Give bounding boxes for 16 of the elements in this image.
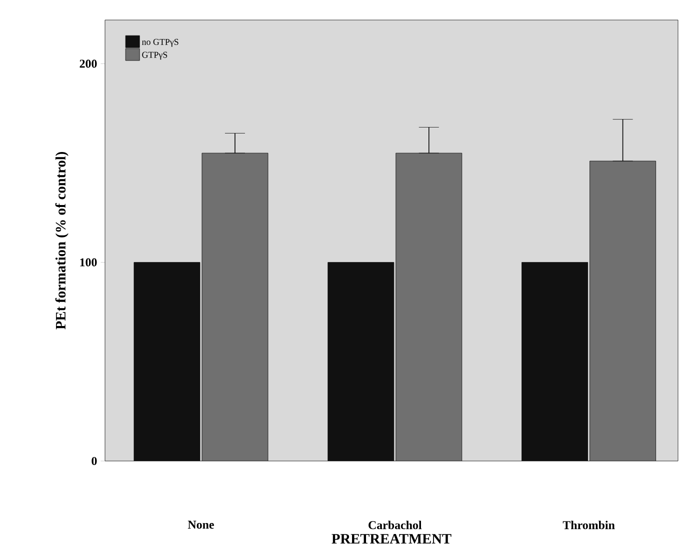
bar (328, 262, 394, 461)
legend-label: no GTPγS (142, 38, 178, 47)
bar (134, 262, 200, 461)
bar (396, 152, 462, 461)
y-axis-title: PEt formation (% of control) (55, 152, 68, 330)
legend-label: GTPγS (142, 52, 168, 60)
y-tick-label: 100 (80, 258, 97, 266)
bar (522, 262, 588, 461)
y-tick-label: 200 (80, 60, 97, 68)
x-tick-label: Thrombin (562, 520, 615, 530)
bar (202, 152, 268, 461)
y-tick-label: 0 (92, 456, 97, 466)
x-tick-label: None (188, 520, 214, 529)
bar (590, 160, 656, 461)
x-axis-title: PRETREATMENT (332, 534, 452, 544)
x-tick-label: Carbachol (368, 520, 422, 530)
